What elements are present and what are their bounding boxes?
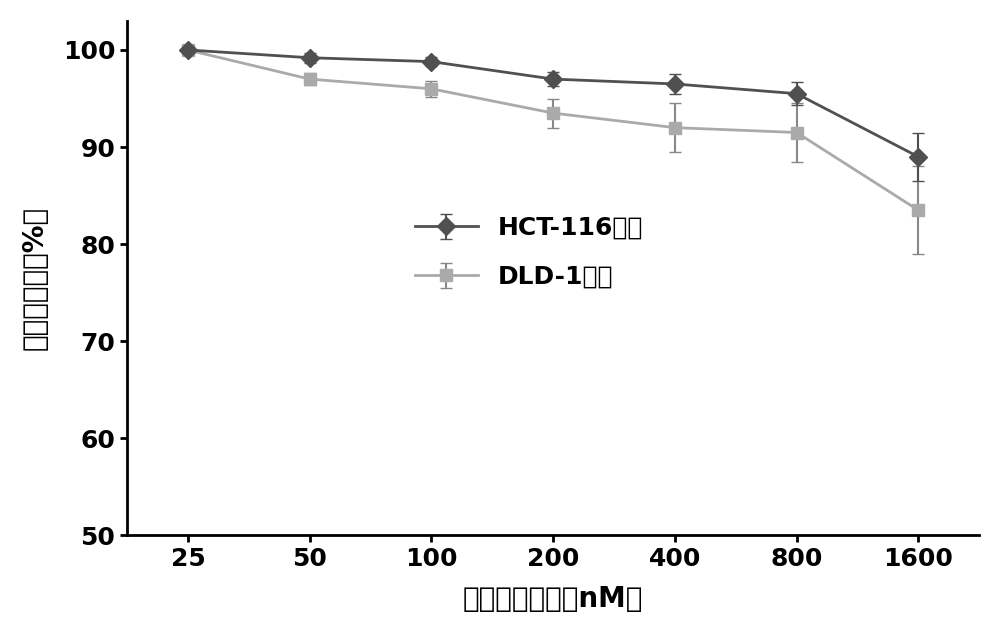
Legend: HCT-116细胞, DLD-1细胞: HCT-116细胞, DLD-1细胞 (395, 196, 663, 309)
Y-axis label: 细胞存活率（%）: 细胞存活率（%） (21, 206, 49, 350)
X-axis label: 西地那非浓度（nM）: 西地那非浓度（nM） (463, 585, 643, 613)
